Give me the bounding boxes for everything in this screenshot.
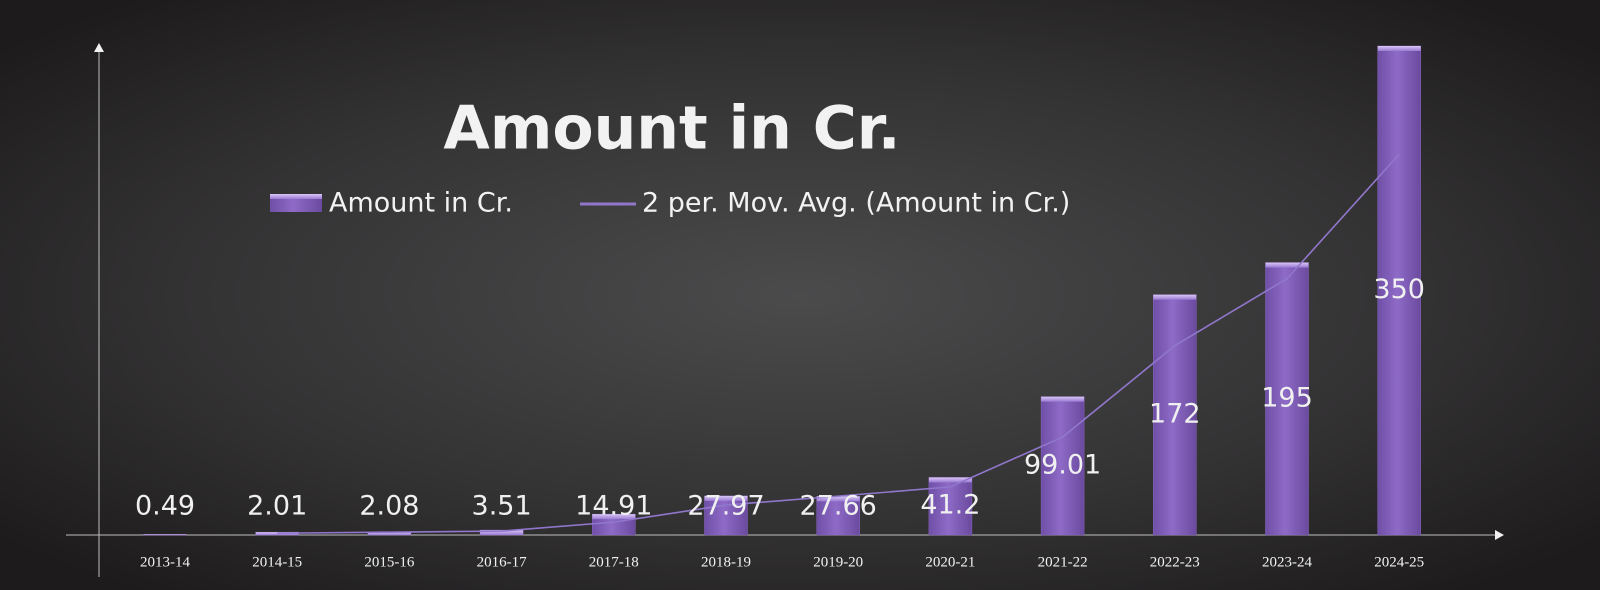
x-tick-label: 2020-21 bbox=[925, 554, 975, 570]
bar bbox=[816, 496, 860, 536]
x-tick-label: 2016-17 bbox=[477, 554, 527, 570]
data-label: 99.01 bbox=[1024, 449, 1101, 480]
data-label: 3.51 bbox=[472, 491, 532, 522]
legend-label: 2 per. Mov. Avg. (Amount in Cr.) bbox=[642, 188, 1070, 219]
bar-cap bbox=[704, 495, 748, 501]
x-tick-label: 2021-22 bbox=[1038, 554, 1088, 570]
bar-cap bbox=[367, 532, 411, 535]
x-tick-label: 2024-25 bbox=[1374, 554, 1424, 570]
bar-cap bbox=[1377, 46, 1421, 51]
bar-cap bbox=[1265, 262, 1309, 268]
y-axis-arrow bbox=[94, 43, 104, 52]
bar-cap bbox=[480, 530, 524, 535]
legend-swatch-cap bbox=[270, 194, 322, 199]
x-tick-label: 2018-19 bbox=[701, 554, 751, 570]
bar-cap bbox=[1041, 396, 1085, 402]
data-label: 195 bbox=[1261, 382, 1313, 413]
data-label: 14.91 bbox=[575, 491, 652, 522]
bar bbox=[1377, 45, 1421, 536]
bar-cap bbox=[143, 534, 187, 535]
x-tick-label: 2017-18 bbox=[589, 554, 639, 570]
bar bbox=[1265, 262, 1309, 536]
data-label: 0.49 bbox=[135, 491, 195, 522]
data-label: 2.08 bbox=[359, 491, 419, 522]
bar-cap bbox=[592, 514, 636, 520]
bar bbox=[1040, 396, 1085, 536]
x-tick-label: 2019-20 bbox=[813, 554, 863, 570]
bar-cap bbox=[928, 477, 972, 483]
chart-title: Amount in Cr. bbox=[443, 94, 900, 164]
legend-label: Amount in Cr. bbox=[329, 188, 513, 219]
bar-cap bbox=[255, 532, 299, 535]
legend: Amount in Cr. 2 per. Mov. Avg. (Amount i… bbox=[270, 188, 1070, 219]
x-tick-label: 2014-15 bbox=[252, 554, 302, 570]
x-axis-arrow bbox=[1495, 530, 1504, 540]
x-tick-label: 2022-23 bbox=[1150, 554, 1200, 570]
data-label: 350 bbox=[1373, 274, 1425, 305]
data-label: 41.2 bbox=[920, 490, 980, 521]
x-tick-label: 2023-24 bbox=[1262, 554, 1312, 570]
moving-average-line bbox=[277, 153, 1400, 535]
bar-cap bbox=[1153, 294, 1197, 300]
data-label: 2.01 bbox=[247, 491, 307, 522]
x-tick-label: 2013-14 bbox=[140, 554, 190, 570]
bar bbox=[1153, 294, 1197, 536]
bar-cap bbox=[816, 496, 860, 502]
x-tick-label: 2015-16 bbox=[364, 554, 414, 570]
data-label: 172 bbox=[1149, 398, 1201, 429]
data-label: 27.97 bbox=[687, 491, 764, 522]
data-label: 27.66 bbox=[800, 491, 877, 522]
